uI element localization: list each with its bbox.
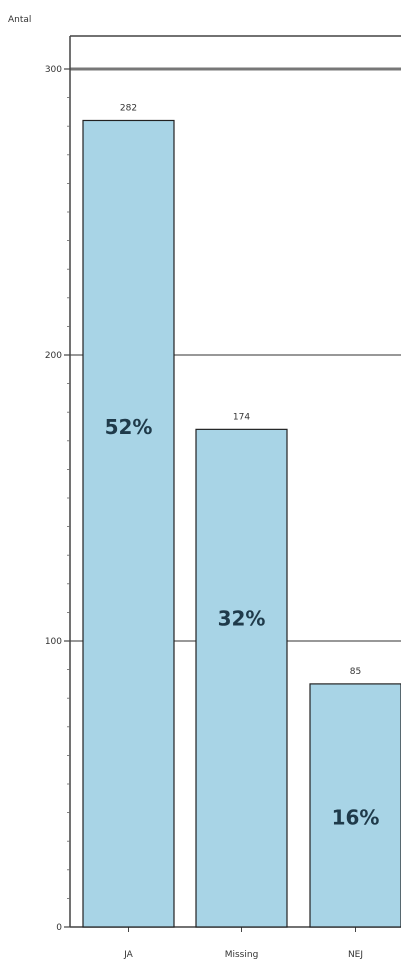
bar-missing: [196, 429, 287, 927]
y-axis-title: Antal: [8, 15, 31, 25]
category-label-missing: Missing: [225, 950, 259, 960]
percent-label-nej: 16%: [332, 806, 380, 830]
bar-ja: [83, 120, 174, 927]
y-tick-label-200: 200: [45, 351, 62, 361]
category-label-nej: NEJ: [348, 950, 363, 960]
value-label-nej: 85: [350, 667, 361, 677]
percent-label-ja: 52%: [105, 415, 153, 439]
value-label-missing: 174: [233, 412, 250, 422]
category-label-ja: JA: [123, 950, 133, 960]
y-tick-label-0: 0: [56, 923, 62, 933]
percent-label-missing: 32%: [218, 606, 266, 630]
y-tick-label-100: 100: [45, 637, 62, 647]
value-label-ja: 282: [120, 103, 137, 113]
y-tick-label-300: 300: [45, 65, 62, 75]
